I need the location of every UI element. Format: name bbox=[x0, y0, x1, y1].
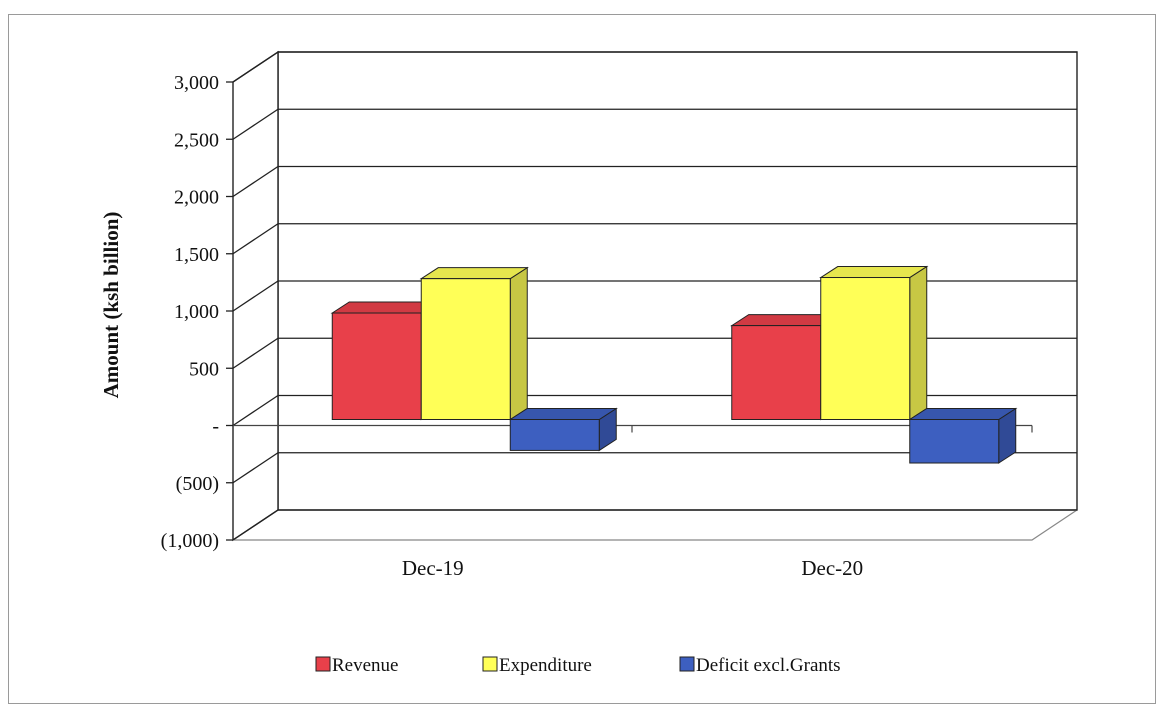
legend-label: Revenue bbox=[332, 655, 398, 676]
gridline bbox=[232, 509, 1077, 541]
gridline bbox=[232, 280, 1077, 312]
floor-edge bbox=[233, 509, 1078, 541]
gridline bbox=[232, 452, 1077, 484]
bar-front bbox=[731, 325, 822, 420]
bar-side bbox=[909, 265, 928, 421]
bar-front bbox=[820, 277, 911, 420]
bar bbox=[508, 407, 618, 452]
legend-swatch bbox=[679, 656, 695, 672]
x-tick-label: Dec-19 bbox=[402, 556, 464, 580]
bar-side bbox=[509, 266, 528, 421]
y-tick-label: 2,000 bbox=[174, 187, 219, 209]
bar-top bbox=[819, 266, 929, 279]
legend-item: Deficit excl.Grants bbox=[679, 655, 841, 676]
bar-top bbox=[508, 408, 618, 420]
bar-front bbox=[331, 312, 422, 421]
y-tick-label: 500 bbox=[189, 358, 219, 380]
legend-swatch bbox=[315, 656, 331, 672]
y-tick-label: 3,000 bbox=[174, 72, 219, 94]
y-tick-label: (1,000) bbox=[161, 530, 219, 552]
y-tick-labels: 3,000 2,500 2,000 1,500 1,000 500 - (500) (1,000… bbox=[161, 72, 219, 552]
legend-label: Deficit excl.Grants bbox=[696, 655, 841, 676]
bars bbox=[330, 265, 1018, 464]
bar-top bbox=[419, 267, 529, 280]
legend-label: Expenditure bbox=[499, 655, 592, 676]
bar bbox=[908, 407, 1018, 464]
gridline bbox=[232, 223, 1077, 255]
chart-walls bbox=[232, 50, 1078, 542]
legend-item: Expenditure bbox=[482, 655, 592, 676]
x-tick-labels: Dec-19 Dec-20 bbox=[402, 556, 863, 580]
y-tick-label: - bbox=[212, 416, 219, 438]
y-axis-label: Amount (ksh billion) bbox=[99, 212, 123, 399]
y-tick-label: 1,500 bbox=[174, 244, 219, 266]
gridline bbox=[232, 51, 1077, 83]
bar bbox=[419, 266, 529, 421]
bar bbox=[819, 265, 929, 421]
gridline bbox=[232, 165, 1077, 198]
y-tick-label: 2,500 bbox=[174, 129, 219, 151]
legend-item: Revenue bbox=[315, 655, 398, 676]
legend: Revenue Expenditure Deficit excl.Grants bbox=[315, 655, 841, 676]
bar-front bbox=[909, 419, 1000, 464]
gridlines bbox=[226, 51, 1077, 541]
x-tick-label: Dec-20 bbox=[801, 556, 863, 580]
gridline bbox=[232, 108, 1077, 140]
bar-front bbox=[509, 419, 600, 451]
bar-top bbox=[908, 408, 1018, 420]
legend-swatch bbox=[482, 656, 498, 672]
y-tick-label: 1,000 bbox=[174, 301, 219, 323]
y-tick-label: (500) bbox=[176, 473, 219, 495]
bar-front bbox=[420, 278, 511, 421]
